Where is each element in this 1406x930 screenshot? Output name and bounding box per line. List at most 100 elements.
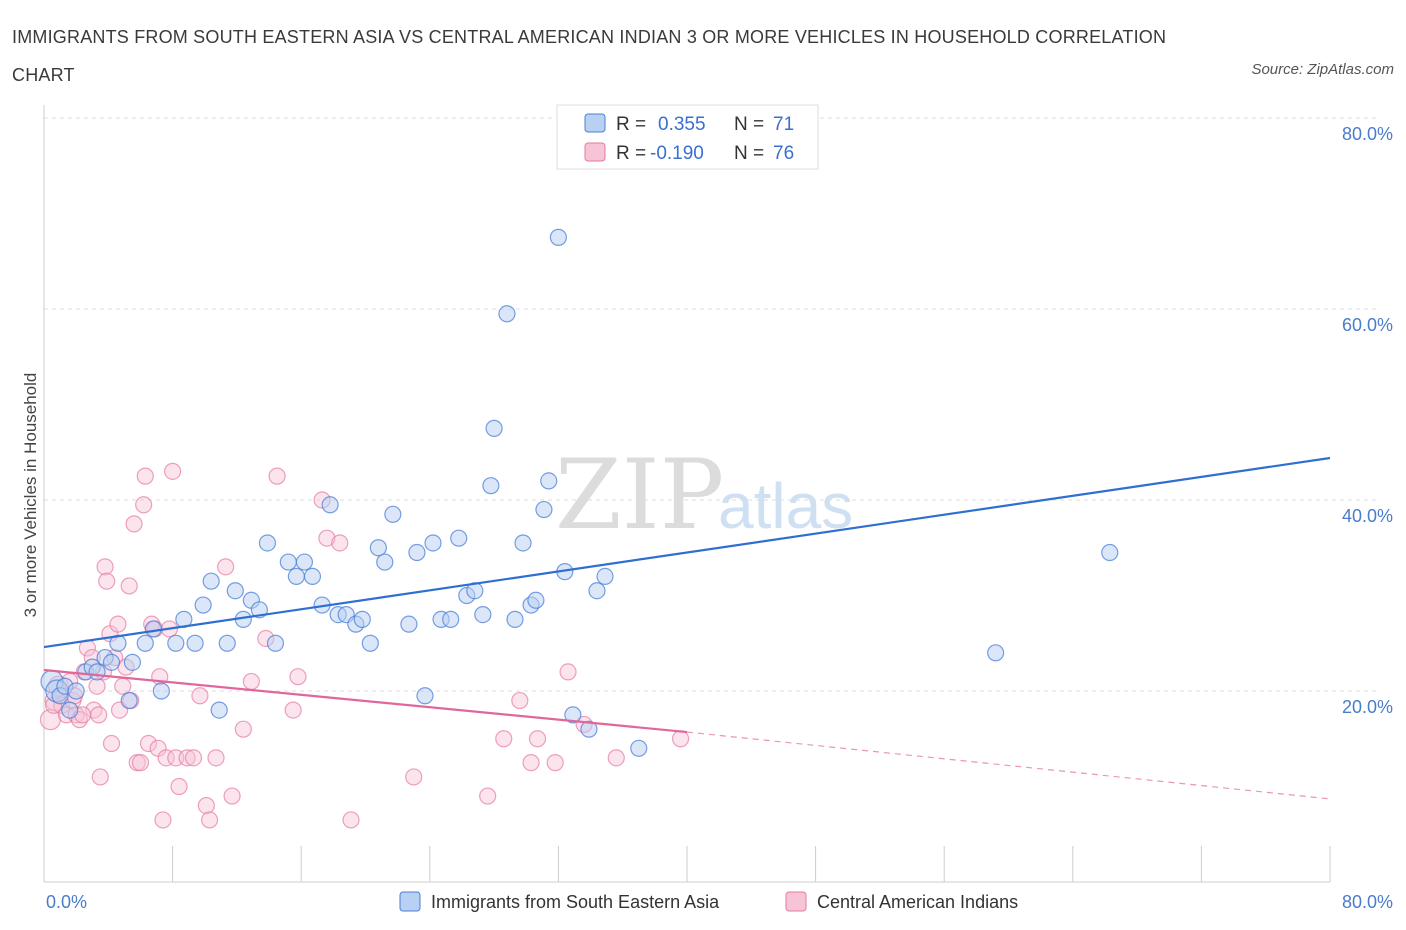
legend-n-value-2: 76 (773, 143, 794, 164)
blue-point (136, 634, 154, 652)
blue-point (540, 472, 558, 490)
blue-point (596, 567, 614, 586)
pink-trend-line (43, 668, 688, 734)
blue-point (416, 687, 434, 705)
pink-point (184, 749, 203, 767)
pink-point (170, 777, 188, 796)
pink-point (109, 615, 127, 633)
blue-point (226, 582, 244, 600)
legend-swatch-pink (584, 142, 606, 162)
y-tick-label: 40.0% (1342, 506, 1393, 526)
legend-r-value-1: 0.355 (658, 114, 706, 135)
pink-point (164, 462, 182, 480)
watermark: ZIP atlas (555, 439, 853, 551)
chart-source: Source: ZipAtlas.com (1251, 61, 1394, 78)
blue-trend-line (43, 456, 1331, 649)
blue-point (361, 634, 379, 652)
pink-point (197, 796, 215, 815)
pink-point (284, 701, 302, 719)
y-axis-label: 3 or more Vehicles in Household (21, 373, 40, 618)
blue-point (123, 653, 142, 671)
pink-point (495, 730, 513, 748)
pink-point (207, 749, 225, 767)
blue-point (987, 644, 1005, 662)
pink-point (88, 677, 106, 695)
x-tick-label: 80.0% (1342, 892, 1393, 912)
watermark-atlas: atlas (718, 470, 853, 542)
pink-point (479, 787, 497, 805)
pink-point (139, 734, 158, 753)
blue-point (580, 720, 598, 738)
y-tick-label: 80.0% (1342, 124, 1393, 144)
pink-point (559, 663, 577, 681)
blue-point (408, 543, 426, 562)
blue-point (424, 534, 442, 552)
blue-point (258, 534, 277, 552)
pink-point (331, 534, 349, 552)
pink-point (607, 749, 625, 767)
pink-point (136, 467, 154, 485)
legend-n-value-1: 71 (773, 114, 794, 135)
trend-lines (43, 456, 1331, 800)
blue-point (514, 534, 532, 552)
x-tick-label: 0.0% (46, 892, 87, 912)
blue-point (630, 739, 648, 757)
blue-point (482, 477, 500, 495)
y-tick-label: 60.0% (1342, 315, 1393, 335)
blue-point (88, 663, 106, 681)
blue-point (527, 591, 545, 609)
blue-point (400, 615, 418, 633)
blue-point (506, 610, 524, 628)
pink-point (191, 687, 209, 705)
legend-r-label-1: R = (616, 114, 646, 135)
blue-point (67, 682, 85, 700)
blue-point (442, 610, 460, 628)
pink-point (120, 577, 138, 595)
pink-trend-extension (686, 731, 1331, 800)
blue-point (369, 539, 387, 557)
pink-point (135, 496, 153, 514)
pink-point (671, 730, 690, 748)
blue-point (295, 553, 314, 571)
pink-point (91, 768, 109, 786)
blue-point (384, 505, 402, 523)
blue-point (474, 605, 492, 624)
bottom-legend-label-pink: Central American Indians (817, 892, 1018, 912)
blue-point (564, 706, 582, 724)
pink-point (234, 720, 252, 738)
pink-point (114, 677, 132, 695)
blue-point (485, 419, 503, 437)
pink-point (157, 749, 175, 767)
y-tick-label: 20.0% (1342, 697, 1393, 717)
blue-point (535, 500, 553, 519)
blue-point (303, 567, 322, 586)
blue-point (218, 634, 236, 652)
pink-point (342, 811, 360, 829)
legend-r-label-2: R = (616, 143, 646, 164)
axes (43, 105, 1331, 883)
pink-point (546, 754, 564, 772)
blue-point (61, 701, 79, 719)
blue-point (102, 653, 121, 671)
pink-point (178, 749, 196, 767)
legend-n-label-2: N = (734, 143, 764, 164)
blue-point (167, 634, 185, 652)
legend-n-label-1: N = (734, 114, 764, 135)
pink-point (522, 754, 540, 772)
blue-point (353, 610, 371, 628)
pink-point (96, 558, 114, 576)
blue-point (549, 228, 568, 246)
pink-point (85, 701, 103, 719)
pink-point (242, 672, 260, 691)
blue-point (120, 691, 138, 710)
pink-point (528, 730, 547, 748)
pink-point (318, 529, 336, 547)
bottom-legend: Immigrants from South Eastern Asia Centr… (399, 891, 1018, 912)
pink-point (98, 572, 116, 590)
blue-point (498, 305, 516, 323)
pink-point (90, 706, 108, 724)
legend-r-value-2: -0.190 (650, 143, 704, 164)
blue-point (321, 496, 339, 514)
blue-point (450, 529, 468, 547)
blue-point (588, 582, 606, 600)
